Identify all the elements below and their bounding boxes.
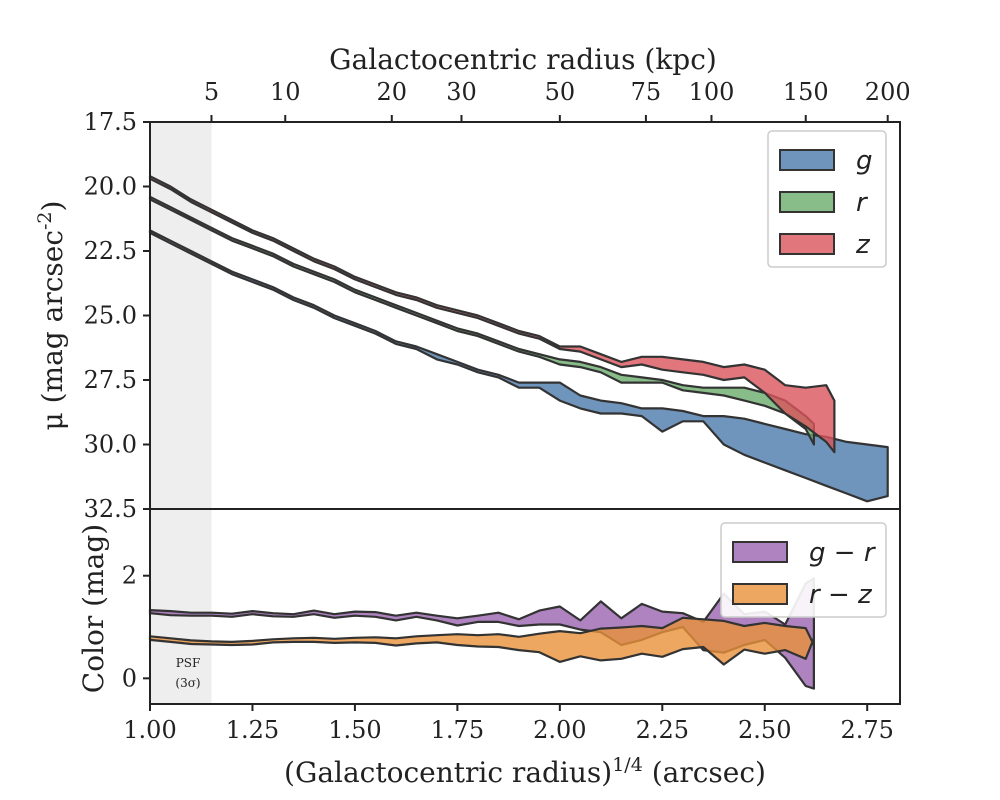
bottom-y-axis-ticks: 02 [122,562,150,692]
top-y-tick-label: 20.0 [84,173,137,201]
bottom-x-axis-ticks: 1.00 1.25 1.50 1.75 2.00 2.25 2.50 2.75 [123,704,894,744]
psf-region-top [150,122,212,509]
top-x-tick-label: 5 [204,78,219,106]
top-y-axis-ticks: 17.5 20.0 22.5 25.0 27.5 30.0 32.5 [84,108,150,523]
top-y-tick-label: 30.0 [84,431,137,459]
top-y-tick-label: 32.5 [84,495,137,523]
top-x-tick-label: 10 [270,78,301,106]
legend-swatch-g-r [732,541,788,563]
top-x-tick-label: 100 [689,78,735,106]
bottom-y-axis-title: Color (mag) [77,524,110,693]
top-x-tick-label: 75 [631,78,662,106]
bottom-x-tick-label: 1.00 [123,716,176,744]
top-x-tick-label: 150 [783,78,829,106]
top-x-tick-label: 200 [865,78,911,106]
legend-swatch-r [779,191,835,213]
top-legend: grz [767,130,887,268]
bottom-x-tick-label: 2.50 [738,716,791,744]
series-band-z [148,175,836,454]
series-band-g-r [148,577,815,690]
series-band-r [148,195,815,446]
bottom-x-tick-label: 1.25 [226,716,279,744]
psf-label: PSF [176,656,201,670]
legend-label-r: r [856,188,869,218]
legend-label-r-z: r − z [809,580,873,610]
series-band-r-z [148,616,815,666]
psf-region-bottom [150,509,212,704]
legend-swatch-z [779,233,835,255]
psf-sigma-label: (3σ) [175,676,200,690]
bottom-legend: g − r r − z [720,522,887,618]
top-x-tick-label: 20 [377,78,408,106]
series-band-g [148,229,889,503]
legend-label-g-r: g − r [809,538,877,568]
bottom-x-tick-label: 1.75 [431,716,484,744]
top-x-axis-title: Galactocentric radius (kpc) [329,43,717,76]
top-y-tick-label: 25.0 [84,302,137,330]
top-y-tick-label: 17.5 [84,108,137,136]
top-x-axis-ticks: 5 10 20 30 50 75 100 150 200 [204,78,911,122]
bottom-y-tick-label: 2 [122,562,137,590]
top-panel-series [148,175,889,503]
top-x-tick-label: 50 [545,78,576,106]
legend-label-z: z [855,230,871,260]
top-y-tick-label: 22.5 [84,237,137,265]
bottom-panel-series [148,577,815,690]
bottom-x-tick-label: 2.75 [840,716,893,744]
legend-swatch-g [779,149,835,171]
bottom-y-tick-label: 0 [122,664,137,692]
bottom-x-axis-title: (Galactocentric radius)1/4 (arcsec) [284,754,766,789]
bottom-panel-frame [149,508,901,705]
bottom-x-tick-label: 2.00 [533,716,586,744]
top-y-axis-title: μ (mag arcsec-2) [34,201,69,431]
top-y-tick-label: 27.5 [84,366,137,394]
legend-swatch-r-z [732,583,788,605]
top-x-tick-label: 30 [446,78,477,106]
legend-label-g: g [856,146,873,176]
bottom-x-tick-label: 2.25 [636,716,689,744]
bottom-x-tick-label: 1.50 [328,716,381,744]
